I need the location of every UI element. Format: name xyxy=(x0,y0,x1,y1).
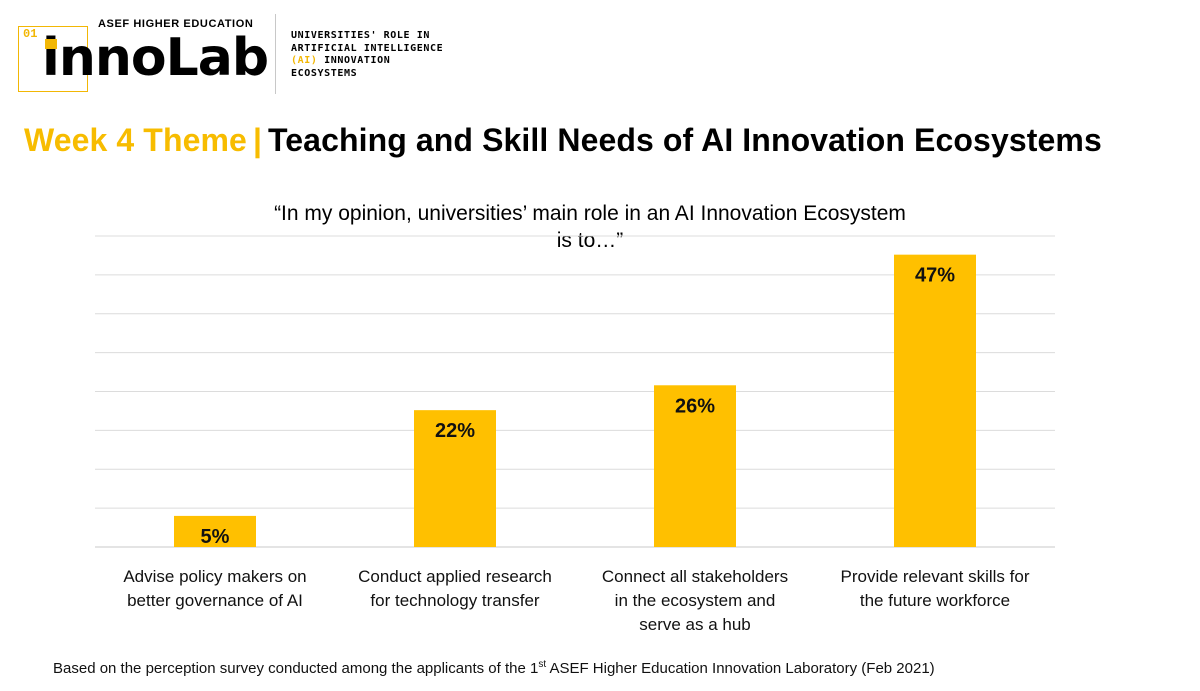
logo-frame xyxy=(18,26,88,92)
category-label-line: in the ecosystem and xyxy=(614,591,776,610)
logo-subtitle-ai: (AI) xyxy=(291,55,318,66)
chart-title: “In my opinion, universities’ main role … xyxy=(100,200,1080,254)
footnote: Based on the perception survey conducted… xyxy=(53,659,935,677)
innolab-logo: innoLab xyxy=(42,26,269,90)
logo-subtitle-line4: ECOSYSTEMS xyxy=(291,67,358,79)
bar-1 xyxy=(174,515,256,547)
category-label-line: the future workforce xyxy=(859,591,1011,610)
category-label-line: for technology transfer xyxy=(370,591,540,610)
category-label-3: Connect all stakeholders in the ecosystem… xyxy=(575,565,815,637)
footnote-after: ASEF Higher Education Innovation Laborat… xyxy=(546,660,935,677)
logo-word-rest: nnoLab xyxy=(58,28,269,88)
category-label-line: Connect all stakeholders xyxy=(601,567,789,586)
logo-org-name: ASEF HIGHER EDUCATION xyxy=(98,18,254,30)
logo-subtitle-line1: UNIVERSITIES' ROLE IN xyxy=(291,30,431,41)
footnote-sup: st xyxy=(538,659,547,670)
bar-4 xyxy=(894,254,976,547)
chart-title-line1: “In my opinion, universities’ main role … xyxy=(274,202,906,225)
logo-subtitle-innovation: INNOVATION xyxy=(317,55,391,66)
category-label-2: Conduct applied research for technology t… xyxy=(335,565,575,613)
theme-title: Teaching and Skill Needs of AI Innovatio… xyxy=(268,122,1102,158)
bar-2 xyxy=(414,410,496,547)
category-label-line: Conduct applied research xyxy=(358,567,552,586)
logo-subtitle: UNIVERSITIES' ROLE IN ARTIFICIAL INTELLI… xyxy=(291,30,443,80)
page-title: Week 4 Theme | Teaching and Skill Needs of… xyxy=(24,122,1102,159)
category-label-line: Advise policy makers on xyxy=(123,567,307,586)
category-label-line: better governance of AI xyxy=(127,591,303,610)
chart-title-line2: is to…” xyxy=(556,229,624,252)
data-label-4: 47% xyxy=(915,265,955,287)
bar-3 xyxy=(654,385,736,547)
theme-label: Week 4 Theme xyxy=(24,122,247,158)
category-label-1: Advise policy makers on better governance… xyxy=(95,565,335,613)
logo-subtitle-line3: (AI) INNOVATION xyxy=(291,55,443,68)
footnote-before: Based on the perception survey conducted… xyxy=(53,660,539,677)
data-label-3: 26% xyxy=(675,395,715,417)
logo-i: i xyxy=(42,28,60,88)
category-label-line: serve as a hub xyxy=(639,615,751,634)
data-label-2: 22% xyxy=(435,420,475,442)
logo-number: 01 xyxy=(23,27,38,41)
title-separator: | xyxy=(252,122,262,158)
logo-divider xyxy=(275,14,276,94)
logo-subtitle-line2: ARTIFICIAL INTELLIGENCE xyxy=(291,42,444,54)
data-label-1: 5% xyxy=(201,526,230,548)
category-label-4: Provide relevant skills for the future wo… xyxy=(815,565,1055,613)
category-label-line: Provide relevant skills for xyxy=(840,567,1030,586)
